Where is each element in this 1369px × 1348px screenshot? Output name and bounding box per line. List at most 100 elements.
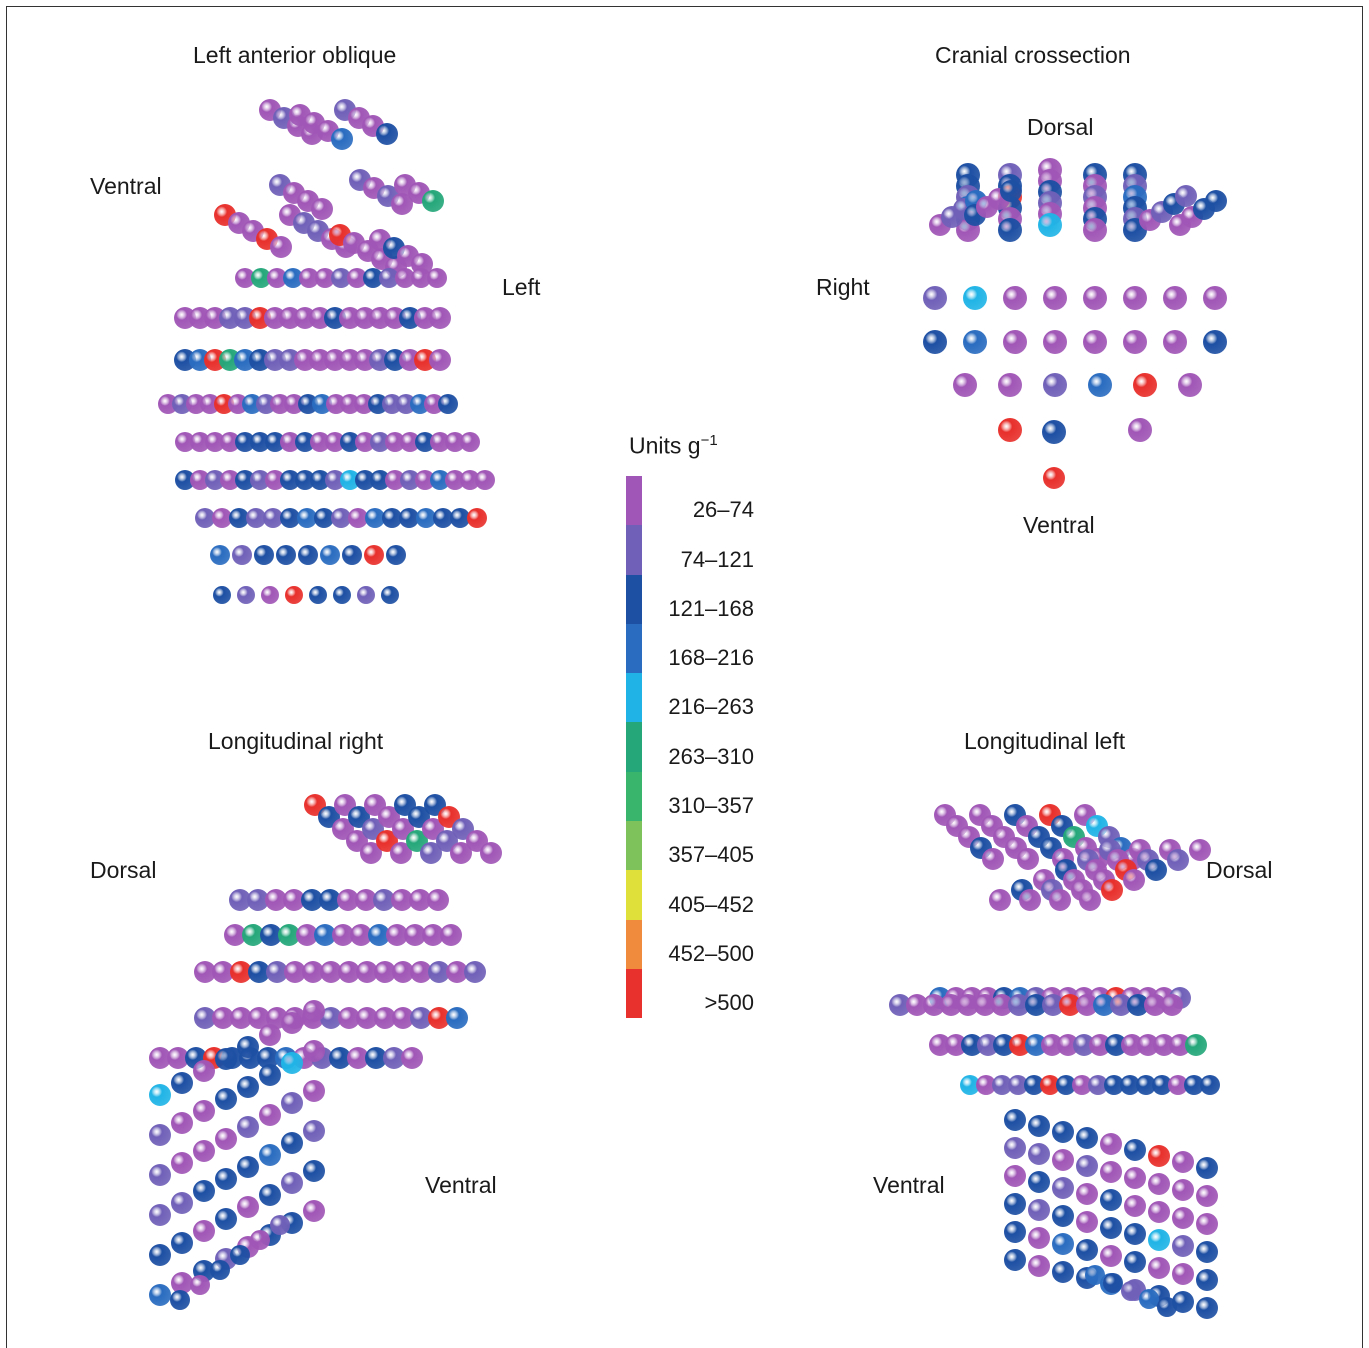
sphere-marker bbox=[356, 1007, 378, 1029]
legend-swatch bbox=[626, 476, 642, 526]
sphere-marker bbox=[365, 1047, 387, 1069]
sphere-marker bbox=[1028, 1171, 1050, 1193]
sphere-marker bbox=[974, 994, 996, 1016]
sphere-marker bbox=[190, 470, 210, 490]
sphere-marker bbox=[229, 508, 249, 528]
sphere-marker bbox=[1008, 1075, 1028, 1095]
sphere-marker bbox=[1163, 330, 1187, 354]
sphere-marker bbox=[1042, 420, 1066, 444]
sphere-marker bbox=[284, 394, 304, 414]
sphere-marker bbox=[270, 394, 290, 414]
sphere-marker bbox=[149, 1047, 171, 1069]
sphere-marker bbox=[404, 924, 426, 946]
sphere-marker bbox=[1004, 1193, 1026, 1215]
sphere-marker bbox=[213, 586, 231, 604]
sphere-marker bbox=[248, 961, 270, 983]
sphere-marker bbox=[171, 1072, 193, 1094]
sphere-marker bbox=[1103, 1273, 1123, 1293]
sphere-marker bbox=[1172, 1151, 1194, 1173]
sphere-marker bbox=[281, 1012, 303, 1034]
sphere-marker bbox=[982, 848, 1004, 870]
sphere-marker bbox=[237, 1116, 259, 1138]
sphere-marker bbox=[1052, 1149, 1074, 1171]
orientation-label-ventral-long-right: Ventral bbox=[425, 1172, 497, 1198]
sphere-marker bbox=[1100, 1217, 1122, 1239]
panel-title-cranial: Cranial crossection bbox=[935, 42, 1131, 68]
sphere-marker bbox=[450, 842, 472, 864]
sphere-marker bbox=[446, 1007, 468, 1029]
sphere-marker bbox=[1161, 994, 1183, 1016]
sphere-marker bbox=[370, 470, 390, 490]
sphere-marker bbox=[923, 286, 947, 310]
sphere-marker bbox=[1100, 1133, 1122, 1155]
sphere-marker bbox=[1100, 1161, 1122, 1183]
sphere-marker bbox=[303, 1040, 325, 1062]
sphere-marker bbox=[280, 432, 300, 452]
sphere-marker bbox=[260, 924, 282, 946]
sphere-marker bbox=[364, 545, 384, 565]
sphere-marker bbox=[1024, 1075, 1044, 1095]
sphere-marker bbox=[1004, 1137, 1026, 1159]
sphere-marker bbox=[356, 961, 378, 983]
sphere-marker bbox=[433, 508, 453, 528]
sphere-marker bbox=[320, 545, 340, 565]
sphere-marker bbox=[194, 1007, 216, 1029]
sphere-marker bbox=[205, 470, 225, 490]
sphere-marker bbox=[368, 924, 390, 946]
legend-label: 452–500 bbox=[668, 940, 754, 966]
sphere-marker bbox=[229, 889, 251, 911]
sphere-marker bbox=[1057, 1034, 1079, 1056]
sphere-marker bbox=[283, 889, 305, 911]
sphere-marker bbox=[1003, 330, 1027, 354]
sphere-marker bbox=[1167, 849, 1189, 871]
sphere-marker bbox=[149, 1164, 171, 1186]
legend-label: 263–310 bbox=[668, 743, 754, 769]
sphere-marker bbox=[382, 394, 402, 414]
sphere-marker bbox=[1172, 1291, 1194, 1313]
sphere-marker bbox=[1148, 1229, 1170, 1251]
sphere-marker bbox=[1172, 1263, 1194, 1285]
sphere-marker bbox=[149, 1124, 171, 1146]
orientation-label-dorsal-cranial: Dorsal bbox=[1027, 114, 1094, 140]
sphere-marker bbox=[1172, 1235, 1194, 1257]
sphere-marker bbox=[265, 432, 285, 452]
sphere-marker bbox=[171, 1112, 193, 1134]
sphere-marker bbox=[354, 394, 374, 414]
sphere-marker bbox=[1028, 1255, 1050, 1277]
sphere-marker bbox=[175, 470, 195, 490]
sphere-marker bbox=[270, 236, 292, 258]
legend-swatch bbox=[626, 968, 642, 1019]
legend-title-exponent: −1 bbox=[700, 432, 718, 449]
sphere-marker bbox=[1148, 1145, 1170, 1167]
sphere-marker bbox=[281, 1052, 303, 1074]
legend-label: 74–121 bbox=[680, 546, 754, 572]
sphere-marker bbox=[250, 432, 270, 452]
sphere-marker bbox=[267, 268, 287, 288]
sphere-marker bbox=[347, 268, 367, 288]
sphere-marker bbox=[960, 1075, 980, 1095]
sphere-marker bbox=[266, 961, 288, 983]
sphere-marker bbox=[438, 394, 458, 414]
sphere-marker bbox=[270, 1215, 290, 1235]
sphere-marker bbox=[1172, 1179, 1194, 1201]
sphere-marker bbox=[193, 1060, 215, 1082]
sphere-marker bbox=[1189, 839, 1211, 861]
sphere-marker bbox=[1148, 1257, 1170, 1279]
sphere-marker bbox=[1049, 889, 1071, 911]
sphere-marker bbox=[1200, 1075, 1220, 1095]
sphere-marker bbox=[374, 961, 396, 983]
sphere-marker bbox=[392, 961, 414, 983]
sphere-marker bbox=[395, 268, 415, 288]
sphere-marker bbox=[190, 1275, 210, 1295]
sphere-marker bbox=[390, 842, 412, 864]
legend-color-bar bbox=[626, 476, 642, 1019]
sphere-marker bbox=[297, 508, 317, 528]
sphere-marker bbox=[386, 545, 406, 565]
sphere-marker bbox=[445, 432, 465, 452]
sphere-marker bbox=[464, 961, 486, 983]
legend-swatch bbox=[626, 673, 642, 723]
sphere-marker bbox=[1100, 1245, 1122, 1267]
sphere-marker bbox=[1196, 1241, 1218, 1263]
sphere-marker bbox=[340, 432, 360, 452]
sphere-marker bbox=[259, 1104, 281, 1126]
